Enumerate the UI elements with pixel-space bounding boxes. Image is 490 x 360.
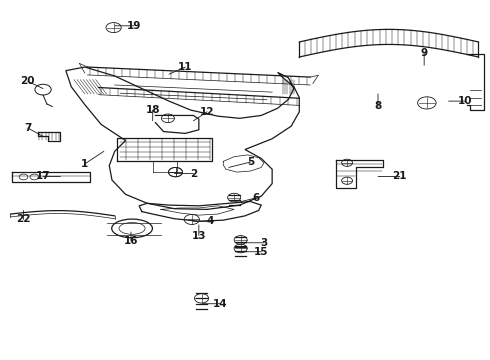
Text: 14: 14 bbox=[213, 299, 228, 309]
Text: 8: 8 bbox=[374, 102, 382, 112]
Text: 20: 20 bbox=[21, 76, 35, 86]
Text: 9: 9 bbox=[420, 48, 428, 58]
Text: 3: 3 bbox=[260, 238, 268, 248]
Text: 22: 22 bbox=[16, 215, 31, 224]
Text: 16: 16 bbox=[124, 236, 138, 246]
Text: 7: 7 bbox=[24, 123, 31, 133]
Text: 12: 12 bbox=[200, 107, 214, 117]
Text: 11: 11 bbox=[178, 62, 193, 72]
Text: 1: 1 bbox=[81, 159, 89, 169]
Text: 19: 19 bbox=[126, 21, 141, 31]
Text: 10: 10 bbox=[458, 96, 472, 106]
Text: 6: 6 bbox=[252, 193, 260, 203]
Text: 21: 21 bbox=[392, 171, 407, 181]
Text: 5: 5 bbox=[247, 157, 254, 167]
Text: 13: 13 bbox=[192, 231, 206, 240]
Text: 18: 18 bbox=[146, 105, 160, 115]
Text: 2: 2 bbox=[190, 168, 197, 179]
Text: 17: 17 bbox=[36, 171, 50, 181]
Text: 4: 4 bbox=[206, 216, 214, 226]
Text: 15: 15 bbox=[254, 247, 269, 257]
